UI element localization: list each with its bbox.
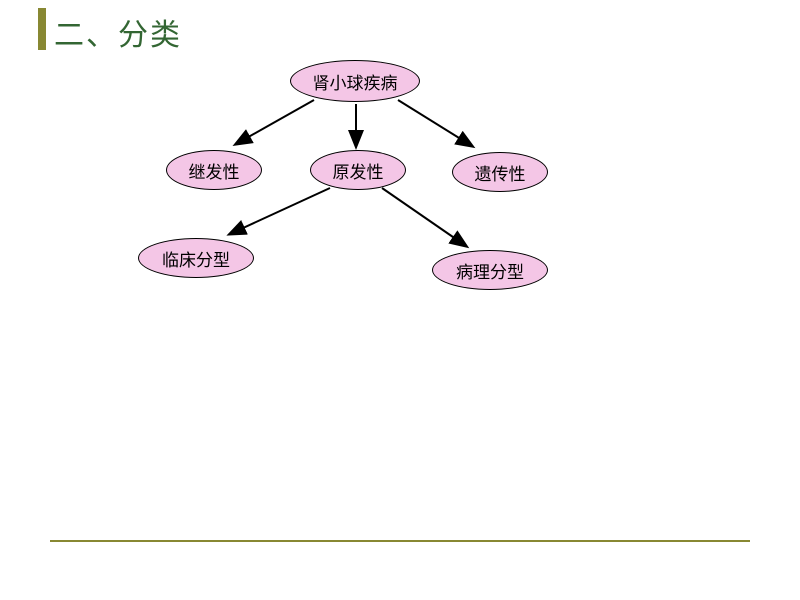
diagram-node-root: 肾小球疾病	[290, 60, 420, 102]
diagram-edge	[230, 188, 330, 234]
diagram-node-pri: 原发性	[310, 150, 406, 190]
diagram-node-path: 病理分型	[432, 250, 548, 290]
diagram-node-sec: 继发性	[166, 150, 262, 190]
diagram-edge	[398, 100, 472, 146]
diagram-edge	[236, 100, 314, 144]
diagram-node-hered: 遗传性	[452, 152, 548, 192]
footer-rule	[50, 540, 750, 542]
classification-diagram: 肾小球疾病继发性 原发性 遗传性临床分型 病理分型	[0, 0, 800, 600]
diagram-edge	[382, 188, 466, 246]
diagram-node-clin: 临床分型	[138, 238, 254, 278]
